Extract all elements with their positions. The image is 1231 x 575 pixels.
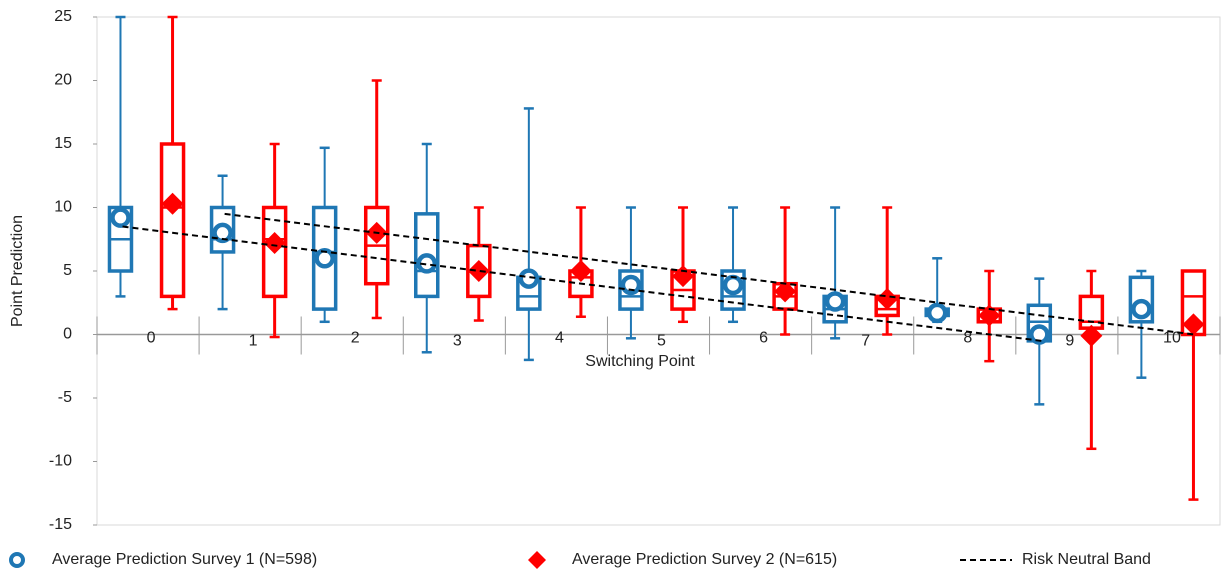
x-tick-label: 4 bbox=[555, 330, 564, 347]
mean-marker bbox=[518, 268, 540, 289]
mean-marker bbox=[569, 260, 592, 282]
mean-marker bbox=[876, 287, 899, 310]
mean-marker bbox=[1029, 324, 1050, 345]
y-tick-label: 25 bbox=[54, 8, 72, 25]
mean-marker bbox=[212, 222, 233, 244]
legend-marker bbox=[9, 552, 25, 568]
x-tick-label: 3 bbox=[453, 333, 462, 350]
mean-marker bbox=[978, 304, 1001, 327]
mean-marker bbox=[161, 192, 184, 215]
mean-marker bbox=[1080, 324, 1103, 347]
mean-marker bbox=[110, 207, 131, 228]
y-tick-label: 20 bbox=[54, 72, 72, 89]
y-tick-label: -5 bbox=[58, 389, 72, 406]
x-tick-label: 0 bbox=[147, 330, 156, 347]
mean-marker bbox=[926, 302, 948, 324]
legend-marker bbox=[528, 551, 546, 569]
x-tick-label: 1 bbox=[249, 333, 258, 350]
x-axis-label: Switching Point bbox=[585, 353, 695, 370]
x-tick-label: 6 bbox=[759, 330, 768, 347]
mean-marker bbox=[1131, 298, 1152, 320]
mean-marker bbox=[824, 291, 846, 312]
mean-marker bbox=[467, 260, 490, 282]
legend-label: Average Prediction Survey 2 (N=615) bbox=[572, 551, 837, 568]
y-tick-label: 0 bbox=[63, 326, 72, 343]
mean-marker bbox=[263, 232, 286, 255]
legend-label: Risk Neutral Band bbox=[1022, 551, 1151, 568]
y-tick-label: 5 bbox=[63, 262, 72, 279]
x-tick-label: 9 bbox=[1065, 333, 1074, 350]
risk-neutral-line bbox=[122, 225, 1042, 342]
legend-label: Average Prediction Survey 1 (N=598) bbox=[52, 551, 317, 568]
x-tick-label: 2 bbox=[351, 330, 360, 347]
y-tick-label: -10 bbox=[49, 453, 72, 470]
y-tick-label: 10 bbox=[54, 199, 72, 216]
y-tick-label: 15 bbox=[54, 135, 72, 152]
mean-marker bbox=[722, 274, 744, 296]
mean-marker bbox=[1182, 313, 1205, 336]
mean-marker bbox=[774, 280, 797, 303]
risk-neutral-line bbox=[224, 212, 1195, 336]
y-axis-label: Point Prediction bbox=[9, 215, 26, 327]
mean-marker bbox=[416, 253, 438, 274]
box bbox=[159, 142, 186, 299]
x-tick-label: 5 bbox=[657, 333, 666, 350]
mean-marker bbox=[314, 248, 335, 269]
y-tick-label: -15 bbox=[49, 516, 72, 533]
x-tick-label: 8 bbox=[963, 330, 972, 347]
x-tick-label: 7 bbox=[861, 333, 870, 350]
mean-marker bbox=[620, 274, 642, 296]
x-tick-label: 10 bbox=[1163, 330, 1181, 347]
mean-marker bbox=[672, 265, 695, 288]
